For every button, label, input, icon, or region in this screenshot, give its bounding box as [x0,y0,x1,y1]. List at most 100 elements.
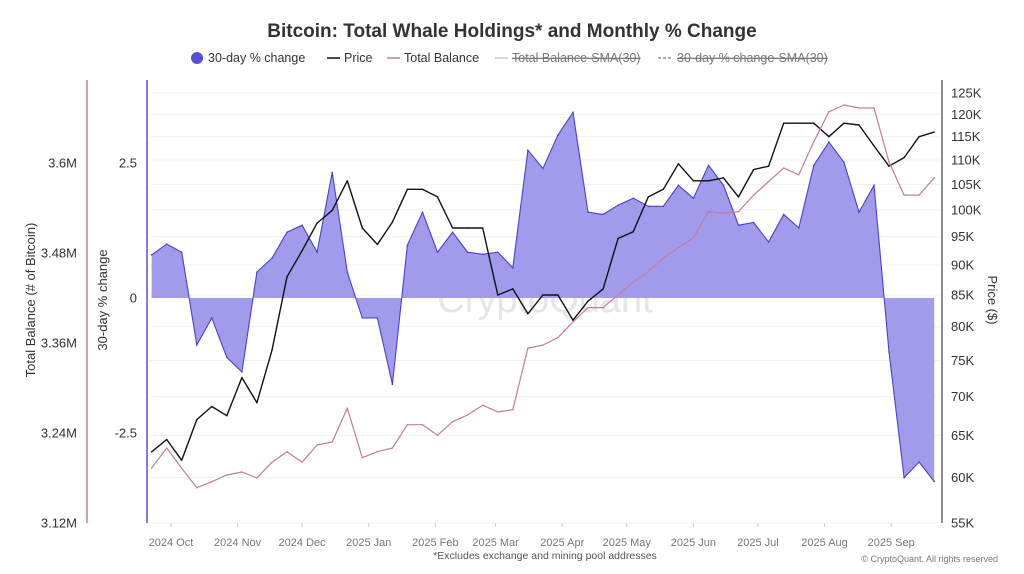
pct-change-point [406,244,409,246]
pct-change-point [572,111,574,114]
x-tick-label: 2025 Aug [801,537,848,549]
price-point [542,294,544,296]
price-point [256,402,258,404]
total-balance-point [692,237,695,239]
x-tick-label: 2025 Sep [868,537,915,549]
price-point [632,231,634,233]
price-tick-label: 115K [951,129,981,144]
legend-dot-icon [191,52,203,64]
price-point [722,177,725,179]
pct-change-point [933,480,935,483]
legend-item-pct-sma[interactable]: 30-day % change-SMA(30) [658,51,828,65]
price-tick-label: 60K [951,470,974,485]
pct-change-point [873,184,875,187]
total-balance-point [241,471,243,473]
price-point [752,168,755,171]
pct-axis-title: 30-day % change [95,249,110,350]
x-tick-label: 2025 Apr [540,537,584,549]
price-point [241,376,243,379]
total-balance-point [286,451,288,453]
price-point [301,250,303,252]
pct-change-point [752,221,755,224]
balance-tick-label: 3.6M [48,155,77,170]
total-balance-point [376,451,379,453]
pct-change-point [211,317,213,319]
legend-label: Total Balance [404,51,479,65]
legend-item-balance-sma[interactable]: Total Balance-SMA(30) [495,51,641,65]
total-balance-point [361,457,363,459]
total-balance-point [873,107,875,109]
total-balance-point [542,344,544,346]
price-point [783,122,785,124]
legend-item-total-balance[interactable]: Total Balance [387,51,479,65]
price-point [286,276,288,278]
pct-change-point [782,213,785,216]
price-point [271,349,273,351]
x-tick-label: 2025 Jan [346,537,391,549]
pct-change-point [286,231,288,233]
pct-change-point [496,251,499,253]
price-tick-label: 55K [951,516,974,531]
price-point [557,294,559,296]
price-point [828,135,830,138]
pct-change-area [151,112,935,482]
price-point [421,188,424,191]
price-point [647,196,649,198]
total-balance-point [737,210,740,213]
legend: 30-day % change Price Total Balance Tota… [191,51,828,65]
total-balance-point [617,294,619,296]
chart-title: Bitcoin: Total Whale Holdings* and Month… [267,21,756,42]
price-point [858,124,860,126]
total-balance-point [933,177,935,179]
price-point [150,451,153,453]
price-point [331,209,333,212]
total-balance-point [406,423,409,426]
legend-item-pct-change[interactable]: 30-day % change [191,51,305,65]
price-point [692,180,695,182]
legend-label: Price [344,51,373,65]
copyright: © CryptoQuant. All rights reserved [861,554,998,564]
total-balance-point [722,212,725,214]
pct-change-point [617,204,619,207]
price-point [918,135,920,138]
price-point [903,156,905,159]
price-point [482,227,484,229]
price-tick-label: 110K [951,152,981,167]
total-balance-point [256,477,258,479]
pct-change-point [180,251,183,253]
price-point [361,227,363,229]
price-point [466,227,469,229]
total-balance-point [677,246,680,249]
pct-change-point [527,149,529,151]
x-tick-label: 2025 Jun [671,537,716,549]
price-tick-label: 100K [951,202,982,217]
price-point [181,459,183,461]
total-balance-point [843,104,845,106]
total-balance-point [903,194,905,196]
pct-change-point [647,205,650,208]
total-balance-point [632,281,634,283]
balance-axis-title: Total Balance (# of Bitcoin) [23,223,38,378]
legend-item-price[interactable]: Price [327,51,373,65]
pct-change-point [436,251,439,253]
price-point [527,313,529,315]
price-tick-label: 90K [951,258,974,273]
total-balance-point [647,270,649,273]
pct-change-point [602,213,604,216]
total-balance-point [828,111,830,113]
price-point [512,288,514,290]
pct-change-point [165,243,168,245]
plot-area [150,104,935,489]
x-tick-label: 2024 Dec [279,537,327,549]
total-balance-point [466,414,469,416]
legend-label: 30-day % change-SMA(30) [677,51,828,65]
price-point [196,418,198,421]
total-balance-point [888,161,890,163]
price-point [587,300,589,302]
price-point [226,415,228,417]
footnote: *Excludes exchange and mining pool addre… [433,550,657,562]
pct-change-point [256,271,258,273]
total-balance-point [767,180,770,183]
price-point [406,188,409,191]
pct-change-point [797,227,800,229]
